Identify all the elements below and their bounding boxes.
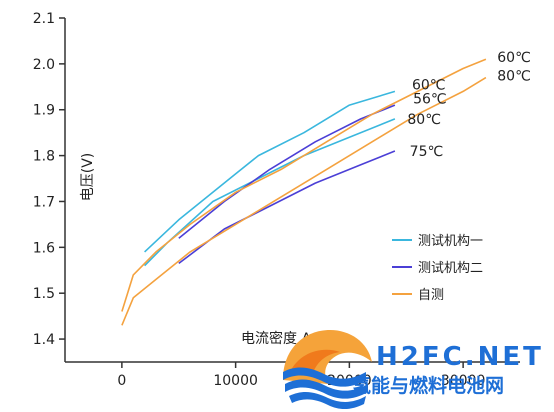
- series-labels: 60℃56℃80℃75℃60℃80℃: [407, 50, 530, 160]
- series-line-1: [144, 90, 396, 253]
- legend-entry-label: 测试机构一: [418, 234, 483, 249]
- watermark-logo: H2FC.NET 氢能与燃料电池网: [283, 330, 544, 410]
- y-tick-label: 1.6: [33, 240, 55, 256]
- x-tick-label: 10000: [213, 373, 258, 389]
- watermark-brand: H2FC.NET: [376, 342, 544, 372]
- series-lines: [121, 58, 487, 326]
- y-tick-label: 1.8: [33, 149, 55, 165]
- y-axis-label: 电压(V): [80, 153, 96, 202]
- series-temperature-label: 75℃: [410, 144, 444, 160]
- x-tick-label: 0: [117, 373, 126, 389]
- series-line-5: [121, 58, 487, 312]
- y-tick-label: 1.4: [33, 332, 55, 348]
- y-tick-label: 2.0: [33, 57, 55, 73]
- x-tick-label: 30000: [441, 373, 486, 389]
- series-temperature-label: 60℃: [412, 78, 446, 94]
- y-tick-label: 2.1: [33, 11, 55, 27]
- series-temperature-label: 60℃: [497, 50, 531, 66]
- series-temperature-label: 80℃: [497, 68, 531, 84]
- y-tick-label: 1.7: [33, 194, 55, 210]
- series-line-4: [178, 150, 396, 265]
- series-line-6: [121, 76, 487, 326]
- series-temperature-label: 80℃: [407, 112, 441, 128]
- y-axis-ticks: 1.4 1.5 1.6 1.7 1.8 1.9 2.0 2.1: [33, 11, 65, 348]
- watermark-subtitle: 氢能与燃料电池网: [352, 374, 504, 397]
- series-line-2: [144, 118, 396, 267]
- legend-entry-label: 自测: [418, 288, 444, 303]
- legend-entry-label: 测试机构二: [418, 261, 483, 276]
- y-tick-label: 1.5: [33, 286, 55, 302]
- series-temperature-label: 56℃: [413, 91, 447, 107]
- y-tick-label: 1.9: [33, 103, 55, 119]
- flame-wave-icon: [283, 330, 372, 410]
- series-line-3: [178, 104, 396, 239]
